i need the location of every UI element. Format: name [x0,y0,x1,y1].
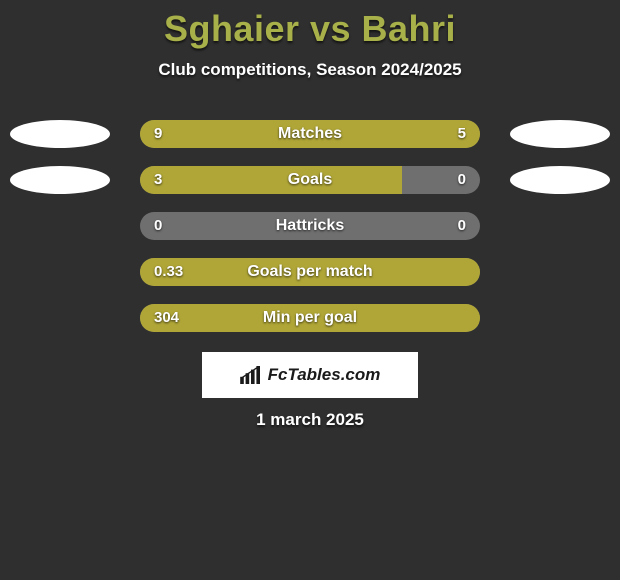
brand-box: FcTables.com [202,352,418,398]
page-title: Sghaier vs Bahri [0,0,620,50]
comparison-chart: 95Matches30Goals00Hattricks0.33Goals per… [0,120,620,350]
stat-row: 304Min per goal [0,304,620,332]
page-subtitle: Club competitions, Season 2024/2025 [0,60,620,80]
stat-value-left: 3 [154,166,162,194]
brand-text: FcTables.com [268,365,381,385]
player-left-avatar [10,166,110,194]
stat-bar-track: 304Min per goal [140,304,480,332]
stat-row: 95Matches [0,120,620,148]
stat-bar-track: 0 0Hattricks [140,212,480,240]
page-root: Sghaier vs Bahri Club competitions, Seas… [0,0,620,580]
stat-bar-track: 30Goals [140,166,480,194]
stat-label: Hattricks [140,212,480,240]
stat-bar-track: 95Matches [140,120,480,148]
stat-value-left: 0.33 [154,258,183,286]
date-label: 1 march 2025 [0,410,620,430]
stat-value-right: 5 [458,120,466,148]
stat-bar-left [140,166,402,194]
player-right-avatar [510,166,610,194]
stat-row: 30Goals [0,166,620,194]
player-left-avatar [10,120,110,148]
stat-bar-left [140,304,480,332]
stat-value-left: 9 [154,120,162,148]
stat-value-right: 0 [458,166,466,194]
stat-row: 0 0Hattricks [0,212,620,240]
player-right-avatar [510,120,610,148]
stat-value-left: 304 [154,304,179,332]
stat-bar-left [140,120,358,148]
stat-bar-left [140,258,480,286]
stat-value-left: 0 [154,212,162,240]
stat-value-right: 0 [458,212,466,240]
bar-chart-icon [240,366,262,384]
stat-row: 0.33Goals per match [0,258,620,286]
stat-bar-track: 0.33Goals per match [140,258,480,286]
